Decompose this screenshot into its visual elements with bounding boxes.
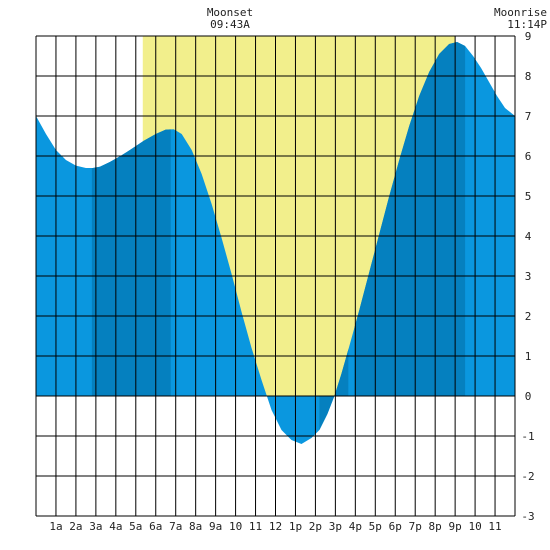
y-tick-label: 9	[525, 30, 532, 43]
y-tick-label: 8	[525, 70, 532, 83]
x-tick-label: 1p	[289, 520, 302, 533]
x-tick-label: 8a	[189, 520, 202, 533]
x-tick-label: 2p	[309, 520, 322, 533]
event-label: Moonset	[207, 6, 253, 19]
x-tick-label: 9a	[209, 520, 222, 533]
x-tick-label: 10	[229, 520, 242, 533]
x-tick-label: 2a	[69, 520, 82, 533]
x-tick-label: 4a	[109, 520, 122, 533]
event-label: Moonrise	[494, 6, 547, 19]
x-tick-label: 11	[488, 520, 501, 533]
x-tick-label: 9p	[449, 520, 462, 533]
x-tick-label: 7a	[169, 520, 182, 533]
y-tick-label: 2	[525, 310, 532, 323]
y-tick-label: 7	[525, 110, 532, 123]
x-tick-label: 3p	[329, 520, 342, 533]
x-tick-label: 7p	[409, 520, 422, 533]
x-tick-label: 5p	[369, 520, 382, 533]
y-tick-label: 4	[525, 230, 532, 243]
event-time: 11:14P	[507, 18, 547, 31]
event-time: 09:43A	[210, 18, 250, 31]
x-tick-label: 10	[468, 520, 481, 533]
y-tick-label: 3	[525, 270, 532, 283]
x-tick-label: 5a	[129, 520, 142, 533]
x-tick-label: 4p	[349, 520, 362, 533]
y-tick-label: 1	[525, 350, 532, 363]
x-tick-label: 11	[249, 520, 262, 533]
y-tick-label: 5	[525, 190, 532, 203]
y-tick-label: 6	[525, 150, 532, 163]
x-tick-label: 6a	[149, 520, 162, 533]
x-tick-label: 12	[269, 520, 282, 533]
x-tick-label: 3a	[89, 520, 102, 533]
x-tick-label: 6p	[389, 520, 402, 533]
grid-layer	[35, 35, 516, 517]
y-tick-label: -1	[521, 430, 534, 443]
y-tick-label: 0	[525, 390, 532, 403]
y-tick-label: -3	[521, 510, 534, 523]
x-tick-label: 1a	[49, 520, 62, 533]
y-tick-label: -2	[521, 470, 534, 483]
x-tick-label: 8p	[429, 520, 442, 533]
